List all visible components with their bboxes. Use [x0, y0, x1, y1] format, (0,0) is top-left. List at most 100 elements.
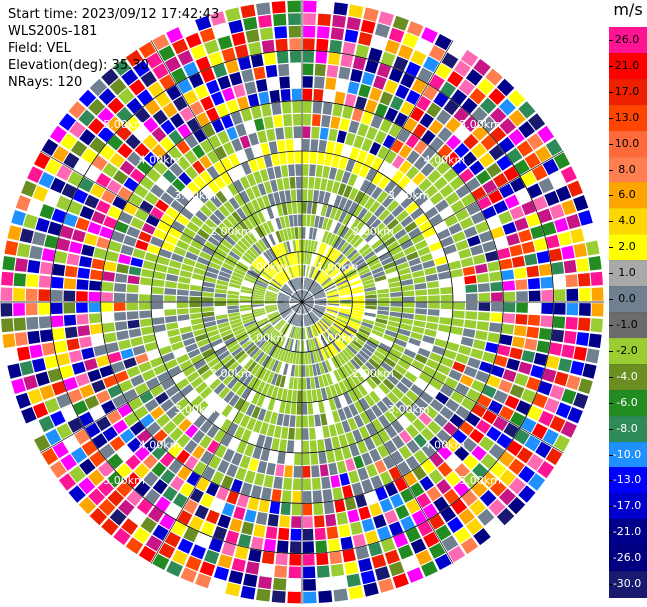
colorbar-tick-label: 10.0	[614, 136, 640, 150]
colorbar-swatch	[609, 312, 647, 339]
start-time: Start time: 2023/09/12 17:42:43	[8, 7, 220, 22]
colorbar-tick	[609, 558, 613, 560]
colorbar-swatch	[609, 156, 647, 184]
instrument-name: WLS200s-181	[8, 24, 98, 39]
colorbar-unit: m/s	[613, 0, 643, 19]
range-ring-label: 3.00km	[174, 403, 216, 416]
range-ring-label: 1.00km	[317, 260, 359, 273]
azimuth-spoke	[301, 40, 454, 303]
colorbar-swatch	[609, 286, 647, 313]
colorbar-swatch	[609, 571, 647, 598]
colorbar-swatch	[609, 363, 647, 391]
radar-gates	[0, 0, 604, 604]
range-ring-label: 1.00km	[246, 260, 288, 273]
colorbar-swatch	[609, 208, 647, 236]
azimuth-spoke	[301, 301, 564, 454]
range-ring-label: 2.00km	[210, 367, 252, 380]
colorbar-tick	[609, 169, 613, 171]
colorbar-tick-label: -13.0	[612, 473, 642, 487]
colorbar-tick-label: -1.0	[616, 317, 638, 331]
colorbar-tick	[609, 532, 613, 534]
range-ring-label: 1.00km	[246, 332, 288, 345]
colorbar-tick	[609, 584, 613, 586]
colorbar-tick	[609, 91, 613, 93]
colorbar-swatch	[609, 493, 647, 521]
azimuth-spoke	[40, 150, 303, 303]
colorbar-tick-label: -26.0	[612, 551, 642, 565]
colorbar-swatch	[609, 182, 647, 210]
range-ring-label: 3.00km	[174, 189, 216, 202]
colorbar-tick-label: -6.0	[616, 395, 638, 409]
colorbar-tick-label: 2.0	[618, 240, 636, 254]
colorbar-tick-label: 26.0	[614, 32, 640, 46]
range-rings	[0, 0, 604, 604]
colorbar-tick	[609, 39, 613, 41]
colorbar-tick	[609, 324, 613, 326]
colorbar-swatch	[609, 27, 647, 54]
range-ring-label: 2.00km	[210, 225, 252, 238]
colorbar-swatch	[609, 130, 647, 158]
colorbar-tick	[609, 195, 613, 197]
colorbar-swatch	[609, 519, 647, 547]
colorbar-tick	[609, 117, 613, 119]
range-ring-label: 5.00km	[459, 474, 501, 487]
ray-count: NRays: 120	[8, 75, 83, 90]
azimuth-spoke	[40, 301, 303, 454]
azimuth-spoke	[150, 301, 303, 564]
colorbar-swatch	[609, 260, 647, 288]
range-ring-label: 3.00km	[388, 403, 430, 416]
colorbar-tick	[609, 299, 613, 301]
azimuth-spoke	[150, 40, 303, 303]
colorbar-tick-label: -21.0	[612, 525, 642, 539]
colorbar-tick	[609, 273, 613, 275]
colorbar-tick-label: 1.0	[618, 266, 636, 280]
colorbar-swatch	[609, 337, 647, 365]
colorbar-tick-label: 21.0	[614, 58, 640, 72]
colorbar-tick	[609, 143, 613, 145]
colorbar-tick-label: -17.0	[612, 499, 642, 513]
range-ring-label: 5.00km	[459, 118, 501, 131]
colorbar-tick	[609, 480, 613, 482]
colorbar-tick	[609, 247, 613, 249]
range-ring-label: 1.00km	[317, 332, 359, 345]
colorbar-swatch	[609, 467, 647, 495]
colorbar-swatch	[609, 52, 647, 80]
colorbar-swatch	[609, 441, 647, 469]
range-ring-label: 3.00km	[388, 189, 430, 202]
colorbar-swatch	[609, 389, 647, 417]
colorbar-tick-label: 0.0	[618, 292, 636, 306]
radar-ppi-plot: 1.00km 2.00km 3.00km 4.00km 5.00km 1.00km 2.00…	[0, 0, 604, 604]
azimuth-spoke	[301, 301, 454, 564]
colorbar-tick	[609, 506, 613, 508]
colorbar-tick-label: 13.0	[614, 110, 640, 124]
colorbar-tick-label: -30.0	[612, 577, 642, 591]
range-ring-label: 4.00km	[424, 154, 466, 167]
range-ring-label: 5.00km	[103, 118, 145, 131]
range-ring-label: 5.00km	[103, 474, 145, 487]
range-ring-label: 4.00km	[424, 438, 466, 451]
range-ring-label: 4.00km	[139, 154, 181, 167]
colorbar-tick	[609, 65, 613, 67]
range-ring-label: 2.00km	[352, 225, 394, 238]
colorbar-tick-label: -4.0	[616, 369, 638, 383]
colorbar-tick	[609, 221, 613, 223]
colorbar-tick	[609, 350, 613, 352]
colorbar-tick-label: 6.0	[618, 188, 636, 202]
colorbar-swatch	[609, 104, 647, 132]
field-name: Field: VEL	[8, 41, 71, 56]
colorbar-tick-label: 8.0	[618, 162, 636, 176]
colorbar-tick-label: 4.0	[618, 214, 636, 228]
colorbar-tick-label: -8.0	[616, 421, 638, 435]
range-ring-label: 4.00km	[139, 438, 181, 451]
colorbar-swatch	[609, 545, 647, 573]
scan-info: Start time: 2023/09/12 17:42:43 WLS200s-…	[8, 6, 219, 91]
velocity-colorbar: 26.0 21.0 17.0 13.0 10.0 8.0 6.0 4.0 2.0 1.0 0.0 -1…	[609, 27, 647, 598]
elevation: Elevation(deg): 35.30	[8, 58, 149, 73]
azimuth-spoke	[301, 150, 564, 303]
range-ring-label: 2.00km	[352, 367, 394, 380]
colorbar-tick	[609, 402, 613, 404]
colorbar-swatch	[609, 415, 647, 443]
colorbar-tick	[609, 376, 613, 378]
colorbar-tick-label: -10.0	[612, 447, 642, 461]
colorbar-tick-label: -2.0	[616, 343, 638, 357]
